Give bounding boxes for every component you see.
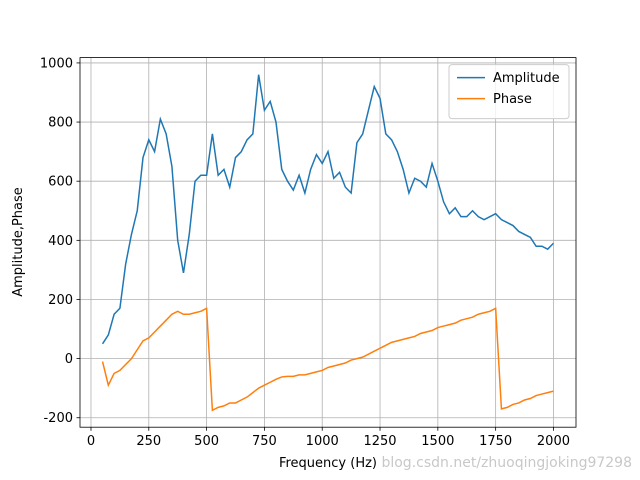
axes-frame xyxy=(79,57,577,428)
plot-area xyxy=(80,57,576,428)
y-tick-label: 0 xyxy=(65,352,73,367)
y-tick-label: 400 xyxy=(48,234,73,249)
lines xyxy=(101,74,554,412)
x-tick-label: 1750 xyxy=(479,434,512,449)
data-line xyxy=(101,74,554,345)
x-tick-label: 250 xyxy=(136,434,161,449)
x-tick-label: 0 xyxy=(87,434,95,449)
legend-label: Amplitude xyxy=(493,71,560,86)
grid xyxy=(80,57,576,428)
legend-label: Phase xyxy=(493,92,532,107)
legend: Amplitude Phase xyxy=(448,64,570,120)
x-tick-label: 1500 xyxy=(421,434,454,449)
data-line xyxy=(101,307,554,412)
x-tick-label: 2000 xyxy=(537,434,570,449)
y-tick-label: 600 xyxy=(48,175,73,190)
y-axis-label: Amplitude,Phase xyxy=(11,187,26,297)
x-tick-label: 1000 xyxy=(306,434,339,449)
x-tick-label: 1250 xyxy=(363,434,396,449)
y-tick-label: 800 xyxy=(48,116,73,131)
x-tick-label: 750 xyxy=(252,434,277,449)
y-tick-label: 1000 xyxy=(40,56,73,71)
y-tick-label: -200 xyxy=(43,411,73,426)
x-tick-label: 500 xyxy=(194,434,219,449)
x-axis-label: Frequency (Hz) xyxy=(279,456,377,471)
watermark: blog.csdn.net/zhuoqingjoking97298 xyxy=(381,455,632,471)
y-tick-label: 200 xyxy=(48,293,73,308)
